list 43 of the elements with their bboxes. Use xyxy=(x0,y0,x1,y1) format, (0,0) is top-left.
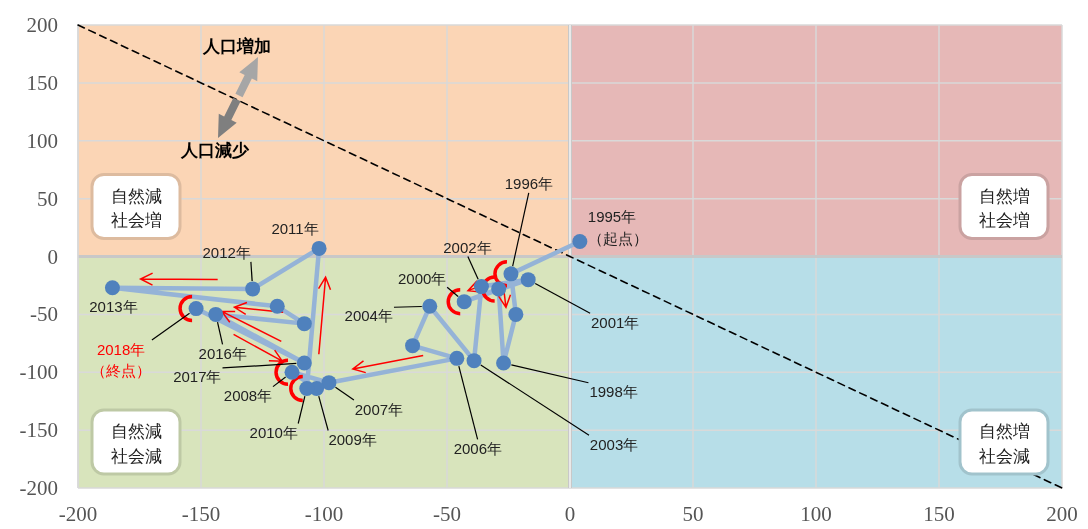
annotation: 2011年 xyxy=(271,220,319,238)
annotation: 2003年 xyxy=(589,435,639,453)
band-label: 自然増社会増 xyxy=(978,186,1030,231)
annotation: 人口増加 xyxy=(202,36,271,56)
x-tick-label: -200 xyxy=(58,502,98,526)
x-tick-label: -50 xyxy=(433,502,461,526)
annotation: 2000年 xyxy=(398,269,447,287)
annotation: 1998年 xyxy=(589,382,638,400)
annotation: 2018年（終点） xyxy=(91,340,152,380)
x-tick-label: -100 xyxy=(304,502,344,526)
annotation: 1996年 xyxy=(504,174,554,192)
x-tick-label: 150 xyxy=(923,502,955,526)
annotation: 2017年 xyxy=(173,367,222,385)
annotation: 2013年 xyxy=(89,297,138,315)
y-tick-label: -50 xyxy=(30,302,58,327)
annotation: 人口減少 xyxy=(180,141,250,160)
y-tick-label: -200 xyxy=(19,476,58,500)
y-tick-label: 0 xyxy=(47,244,58,269)
annotation: 2012年 xyxy=(202,243,251,261)
x-tick-label: 0 xyxy=(564,502,576,526)
y-tick-label: 50 xyxy=(37,186,58,211)
annotation: 2010年 xyxy=(249,424,298,442)
x-tick-label: 50 xyxy=(682,502,704,526)
x-tick-label: 200 xyxy=(1046,502,1078,526)
annotation: 2008年 xyxy=(223,387,273,405)
annotation: 2016年 xyxy=(198,345,247,363)
x-tick-label: -150 xyxy=(181,502,221,526)
band-label: 自然減社会減 xyxy=(110,422,162,466)
y-tick-label: 150 xyxy=(26,70,58,95)
band-label: 自然増社会減 xyxy=(978,422,1030,466)
annotation: 2002年 xyxy=(443,238,492,256)
annotation: 2006年 xyxy=(453,440,503,458)
y-tick-label: 100 xyxy=(26,128,58,153)
annotation: 1995年（起点） xyxy=(587,208,648,248)
annotation: 2009年 xyxy=(328,431,377,449)
x-tick-label: 100 xyxy=(800,502,832,526)
y-tick-label: -100 xyxy=(19,360,58,385)
y-tick-label: -150 xyxy=(19,418,58,443)
annotation: 2001年 xyxy=(590,313,640,331)
y-tick-label: 200 xyxy=(26,13,58,37)
band-label: 自然減社会増 xyxy=(110,186,162,231)
annotation: 2004年 xyxy=(344,307,393,325)
annotation: 2007年 xyxy=(354,400,404,418)
